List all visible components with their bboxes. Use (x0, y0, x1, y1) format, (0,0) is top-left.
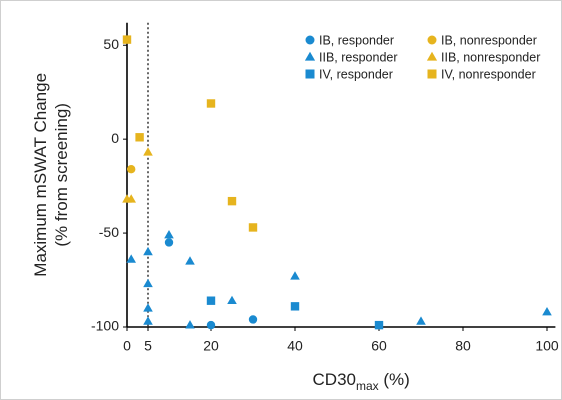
legend-label: IB, nonresponder (441, 33, 537, 47)
point (143, 246, 153, 256)
legend-marker (427, 35, 437, 45)
legend-marker (426, 51, 438, 61)
point (248, 315, 258, 324)
y-tick-label: -100 (91, 318, 119, 334)
point (126, 254, 136, 263)
legend-label: IV, nonresponder (441, 67, 536, 81)
x-axis-label-suffix: (%) (379, 370, 410, 389)
x-tick-label: 80 (455, 338, 471, 354)
point (126, 194, 136, 203)
x-axis-label-main: CD30 (313, 370, 356, 389)
legend-marker (305, 35, 315, 45)
point (143, 278, 153, 288)
point (206, 296, 216, 305)
legend-label: IV, responder (319, 67, 393, 81)
legend-label: IIB, responder (319, 50, 398, 64)
y-tick-label: 0 (111, 130, 119, 146)
point (135, 133, 144, 142)
point (143, 147, 153, 156)
x-tick-label: 60 (371, 338, 387, 354)
point (164, 238, 174, 247)
point (227, 295, 237, 305)
point (164, 229, 174, 239)
legend-marker (427, 69, 437, 79)
point (185, 256, 195, 265)
point (374, 320, 384, 330)
y-axis-label: Maximum mSWAT Change (% from screening) (31, 73, 71, 277)
x-tick-label: 5 (144, 338, 152, 354)
y-axis-label-line: (% from screening) (52, 103, 71, 247)
y-tick-label: -50 (99, 224, 119, 240)
legend-label: IB, responder (319, 33, 394, 47)
point (122, 35, 132, 44)
point (143, 316, 153, 325)
x-tick-label: 100 (535, 338, 559, 354)
x-axis-label-sub: max (356, 379, 379, 393)
point (143, 303, 153, 312)
point (206, 320, 216, 330)
y-tick-label: 50 (103, 36, 119, 52)
legend-marker (304, 51, 316, 61)
point (206, 99, 216, 108)
x-axis-label: CD30max (%) (313, 370, 410, 393)
point (227, 196, 237, 206)
point (416, 316, 426, 325)
point (290, 271, 300, 280)
legend-marker (305, 69, 315, 79)
x-tick-label: 20 (203, 338, 219, 354)
point (290, 302, 300, 311)
point (185, 320, 195, 329)
legend-label: IIB, nonresponder (441, 50, 540, 64)
point (248, 223, 258, 232)
x-tick-label: 0 (123, 338, 131, 354)
x-tick-label: 40 (287, 338, 303, 354)
y-axis-label-line: Maximum mSWAT Change (31, 73, 50, 277)
point (542, 306, 552, 316)
point (127, 165, 136, 174)
